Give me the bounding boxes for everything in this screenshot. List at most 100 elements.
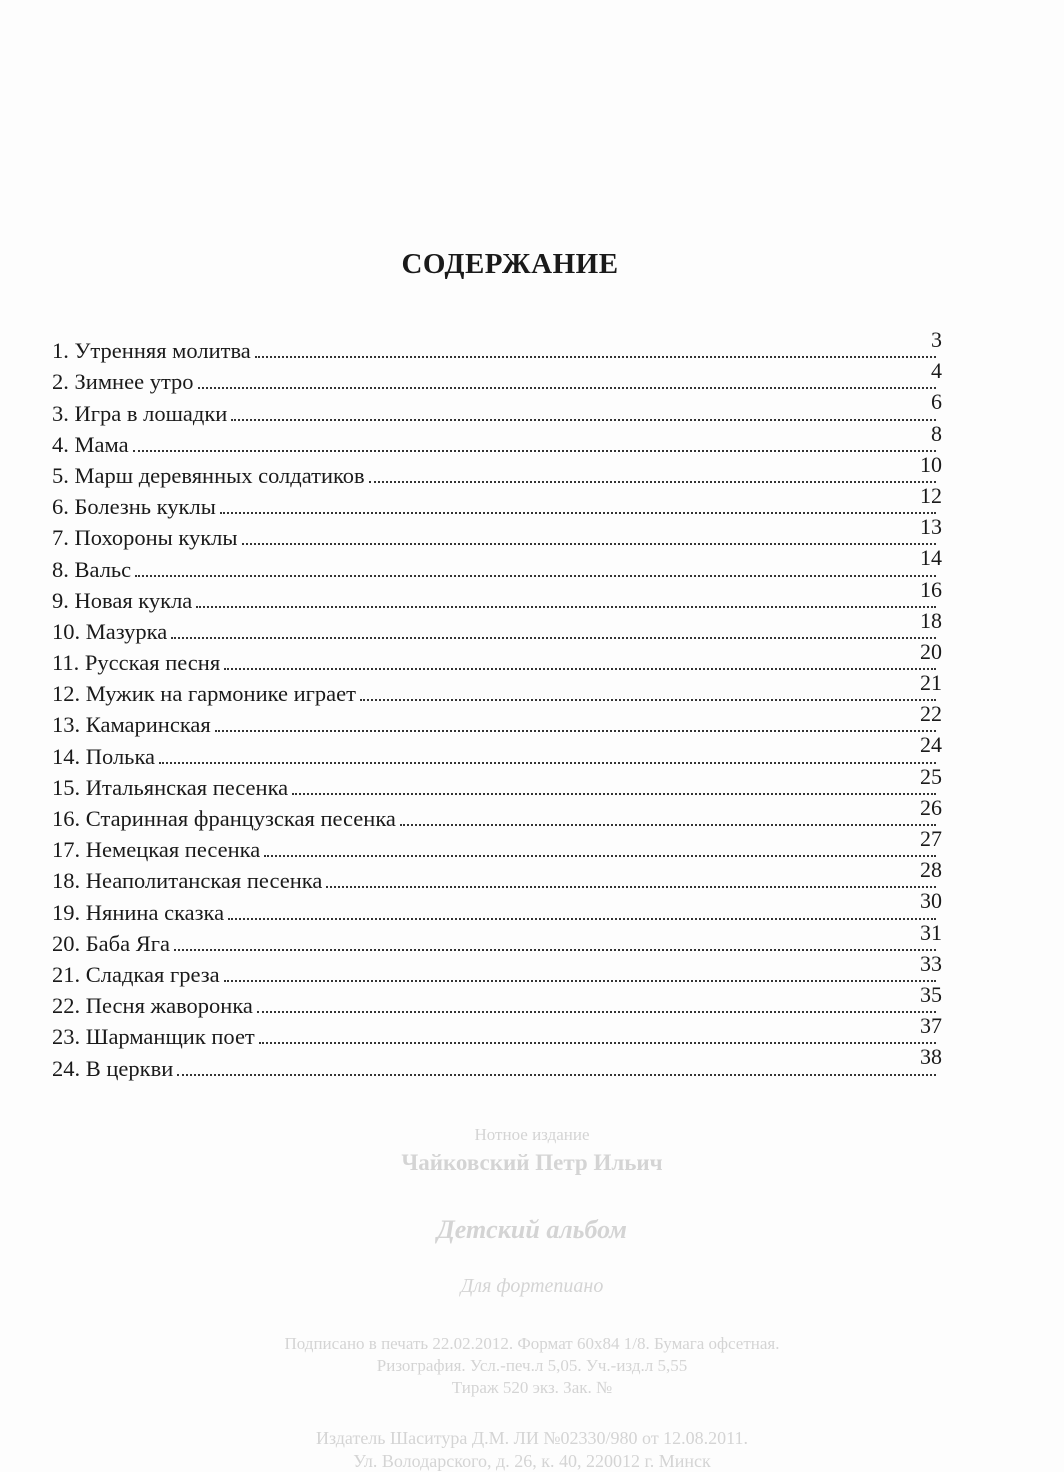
- toc-entry-title: 12. Мужик на гармонике играет: [52, 681, 360, 708]
- leader-dots: [359, 699, 936, 702]
- leader-dots: [223, 979, 936, 982]
- toc-entry-page: 21: [920, 670, 942, 696]
- toc-entry: 12. Мужик на гармонике играет 21: [52, 670, 942, 708]
- toc-entry-page: 14: [920, 545, 942, 571]
- toc-entry: 6. Болезнь куклы 12: [52, 483, 942, 521]
- imprint-author: Чайковский Петр Ильич: [401, 1150, 663, 1175]
- imprint-publisher-line-2: Ул. Володарского, д. 26, к. 40, 220012 г…: [353, 1451, 711, 1471]
- leader-dots: [368, 480, 936, 483]
- toc-entry: 22. Песня жаворонка 35: [52, 982, 942, 1020]
- leader-dots: [132, 449, 936, 452]
- toc-entry-page: 37: [920, 1013, 942, 1039]
- toc-entry: 5. Марш деревянных солдатиков 10: [52, 452, 942, 489]
- toc-entry: 17. Немецкая песенка 27: [52, 826, 942, 864]
- toc-entry-page: 30: [920, 888, 942, 914]
- toc-entry-title: 3. Игра в лошадки: [52, 400, 232, 427]
- toc-entry-page: 22: [920, 701, 942, 727]
- leader-dots: [258, 1042, 936, 1045]
- toc-entry-title: 9. Новая кукла: [52, 587, 197, 614]
- toc-entry-page: 13: [920, 514, 942, 540]
- imprint-print-line-3: Тираж 520 экз. Зак. №: [451, 1378, 613, 1397]
- toc-entry-page: 10: [920, 451, 942, 477]
- toc-entry: 15. Итальянская песенка 25: [52, 764, 942, 801]
- toc-entry-page: 20: [920, 638, 942, 664]
- leader-dots: [241, 543, 936, 546]
- table-of-contents: 1. Утренняя молитва 3 2. Зимнее утро 4 3. Иг…: [52, 327, 942, 1082]
- toc-entry-page: 12: [920, 482, 942, 508]
- toc-entry: 20. Баба Яга 31: [52, 920, 942, 957]
- toc-entry-page: 35: [920, 981, 942, 1007]
- toc-entry: 13. Камаринская 22: [52, 701, 942, 739]
- leader-dots: [171, 636, 936, 639]
- toc-entry-title: 24. В церкви: [52, 1055, 178, 1082]
- toc-entry-title: 1. Утренняя молитва: [52, 338, 255, 365]
- leader-dots: [231, 418, 936, 421]
- toc-entry-title: 20. Баба Яга: [52, 930, 174, 957]
- toc-entry-page: 33: [920, 950, 942, 976]
- imprint-instrument: Для фортепиано: [460, 1275, 604, 1297]
- toc-entry: 18. Неаполитанская песенка 28: [52, 857, 942, 895]
- toc-entry-page: 8: [931, 420, 942, 446]
- toc-entry-title: 14. Полька: [52, 743, 160, 770]
- leader-dots: [326, 886, 936, 889]
- leader-dots: [292, 792, 936, 795]
- toc-entry: 11. Русская песня 20: [52, 639, 942, 677]
- toc-entry-title: 4. Мама: [52, 431, 133, 458]
- toc-entry-page: 27: [920, 826, 942, 851]
- toc-entry-title: 6. Болезнь куклы: [52, 494, 220, 521]
- toc-entry-page: 16: [920, 576, 942, 602]
- toc-entry: 7. Похороны куклы 13: [52, 514, 942, 552]
- leader-dots: [399, 824, 936, 826]
- imprint-work: Детский альбом: [437, 1215, 627, 1244]
- toc-entry-title: 15. Итальянская песенка: [52, 774, 293, 801]
- toc-entry-title: 10. Мазурка: [52, 618, 172, 645]
- leader-dots: [197, 387, 936, 390]
- toc-entry-page: 24: [920, 732, 942, 758]
- toc-entry-page: 4: [931, 358, 942, 384]
- toc-entry: 8. Вальс 14: [52, 545, 942, 583]
- toc-entry-title: 11. Русская песня: [52, 650, 225, 677]
- toc-entry-title: 16. Старинная французская песенка: [52, 806, 400, 832]
- toc-entry-title: 5. Марш деревянных солдатиков: [52, 462, 369, 489]
- imprint-print-line-1: Подписано в печать 22.02.2012. Формат 60…: [284, 1334, 780, 1353]
- toc-entry: 16. Старинная французская песенка 26: [52, 795, 942, 832]
- toc-entry: 2. Зимнее утро 4: [52, 358, 942, 396]
- toc-entry-page: 25: [920, 763, 942, 789]
- leader-dots: [159, 761, 936, 764]
- toc-entry-title: 2. Зимнее утро: [52, 369, 198, 396]
- toc-entry-page: 18: [920, 607, 942, 633]
- toc-entry-page: 31: [920, 919, 942, 945]
- toc-entry: 3. Игра в лошадки 6: [52, 389, 942, 427]
- page-title: СОДЕРЖАНИЕ: [401, 248, 619, 280]
- toc-entry-page: 26: [920, 794, 942, 820]
- leader-dots: [219, 512, 936, 515]
- toc-entry: 21. Сладкая греза 33: [52, 951, 942, 988]
- toc-entry: 10. Мазурка 18: [52, 608, 942, 645]
- leader-dots: [224, 668, 936, 671]
- toc-entry-title: 7. Похороны куклы: [52, 525, 242, 552]
- toc-entry: 19. Нянина сказка 30: [52, 888, 942, 926]
- leader-dots: [256, 1011, 936, 1014]
- toc-entry: 24. В церкви 38: [52, 1044, 942, 1082]
- toc-entry: 9. Новая кукла 16: [52, 577, 942, 614]
- leader-dots: [214, 730, 936, 733]
- toc-entry: 1. Утренняя молитва 3: [52, 327, 942, 365]
- toc-entry-page: 28: [920, 857, 942, 883]
- toc-entry-page: 6: [931, 389, 942, 415]
- toc-entry-title: 22. Песня жаворонка: [52, 993, 257, 1020]
- toc-entry: 23. Шарманщик поет 37: [52, 1013, 942, 1051]
- toc-entry-page: 38: [920, 1044, 942, 1070]
- imprint-edition: Нотное издание: [474, 1125, 590, 1144]
- leader-dots: [135, 574, 936, 577]
- leader-dots: [228, 917, 936, 920]
- toc-entry-title: 19. Нянина сказка: [52, 899, 229, 926]
- imprint-print-line-2: Ризография. Усл.-печ.л 5,05. Уч.-изд.л 5…: [376, 1356, 688, 1375]
- toc-entry-title: 18. Неаполитанская песенка: [52, 868, 327, 895]
- toc-entry-title: 23. Шарманщик поет: [52, 1024, 259, 1051]
- leader-dots: [173, 948, 936, 951]
- leader-dots: [254, 356, 936, 359]
- toc-entry-title: 13. Камаринская: [52, 712, 215, 739]
- toc-entry: 4. Мама 8: [52, 421, 942, 458]
- toc-entry-title: 21. Сладкая греза: [52, 961, 224, 988]
- toc-entry-title: 17. Немецкая песенка: [52, 837, 265, 864]
